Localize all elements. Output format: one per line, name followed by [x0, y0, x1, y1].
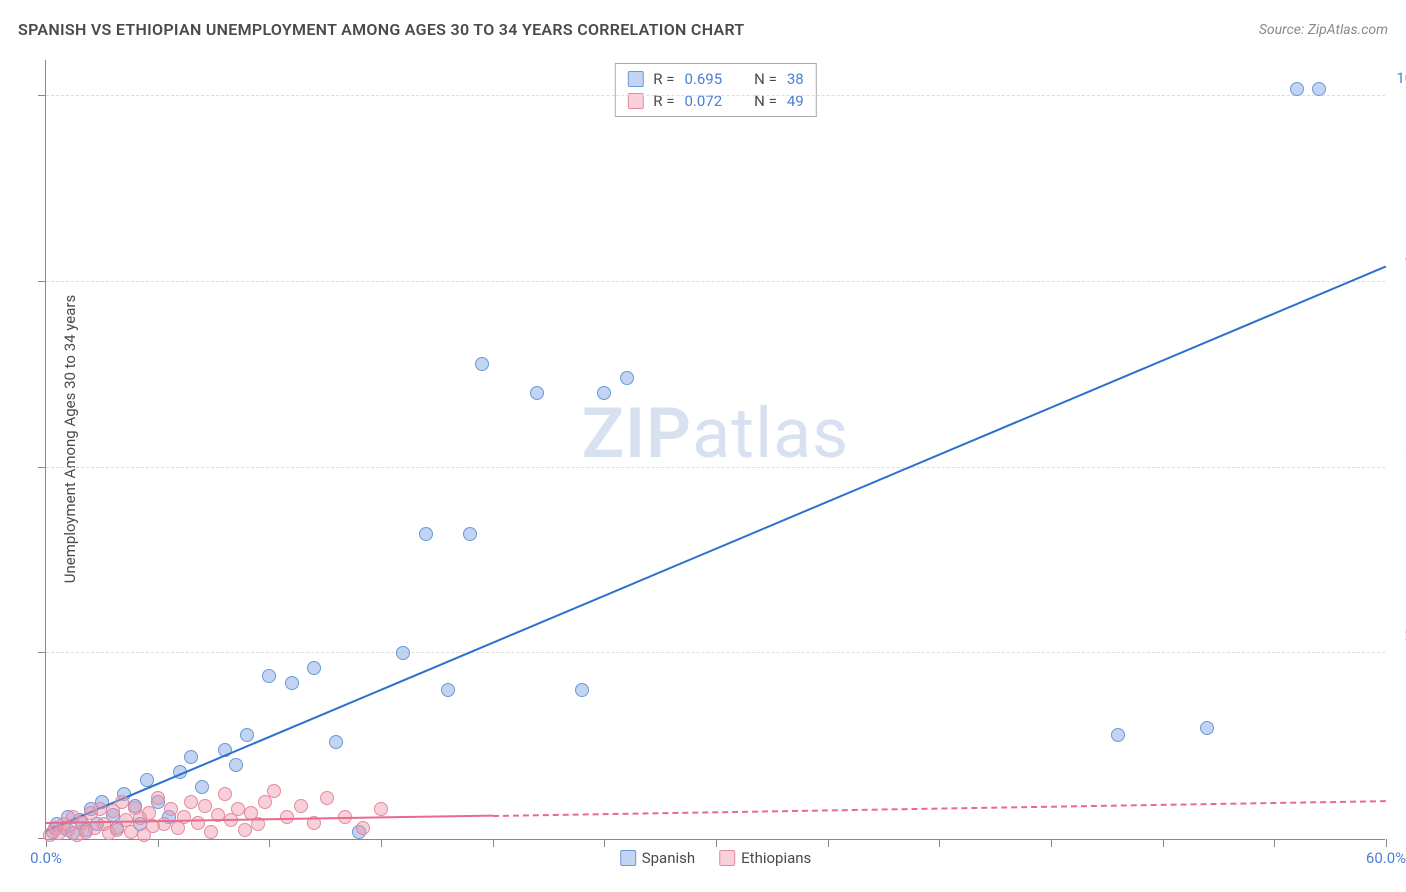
data-point-spanish	[597, 386, 611, 400]
gridline	[46, 95, 1385, 96]
trend-line	[493, 800, 1386, 817]
y-tick	[38, 281, 46, 282]
data-point-spanish	[530, 386, 544, 400]
data-point-ethiopians	[198, 799, 212, 813]
series-legend: Spanish Ethiopians	[620, 849, 812, 867]
x-tick-label: 60.0%	[1366, 849, 1406, 867]
data-point-ethiopians	[231, 802, 245, 816]
y-tick	[38, 95, 46, 96]
data-point-ethiopians	[115, 795, 129, 809]
data-point-spanish	[620, 371, 634, 385]
x-tick	[1051, 839, 1052, 847]
x-tick	[1274, 839, 1275, 847]
data-point-ethiopians	[356, 821, 370, 835]
x-tick	[716, 839, 717, 847]
x-tick-label: 0.0%	[30, 849, 62, 867]
data-point-spanish	[441, 683, 455, 697]
data-point-ethiopians	[191, 816, 205, 830]
data-point-spanish	[229, 758, 243, 772]
legend-swatch	[620, 850, 636, 866]
legend-label: Spanish	[642, 849, 695, 867]
data-point-ethiopians	[320, 791, 334, 805]
x-tick	[1386, 839, 1387, 847]
legend-label: Ethiopians	[741, 849, 811, 867]
data-point-ethiopians	[151, 791, 165, 805]
x-tick	[158, 839, 159, 847]
y-tick	[38, 467, 46, 468]
data-point-ethiopians	[280, 810, 294, 824]
legend-item-ethiopians: Ethiopians	[719, 849, 811, 867]
data-point-spanish	[285, 676, 299, 690]
data-point-ethiopians	[267, 784, 281, 798]
data-point-spanish	[329, 735, 343, 749]
data-point-spanish	[1111, 728, 1125, 742]
data-point-ethiopians	[184, 795, 198, 809]
data-point-spanish	[463, 527, 477, 541]
x-tick	[381, 839, 382, 847]
x-tick	[828, 839, 829, 847]
data-point-spanish	[419, 527, 433, 541]
legend-swatch	[627, 71, 643, 87]
legend-item-spanish: Spanish	[620, 849, 695, 867]
correlation-legend: R = 0.695 N = 38 R = 0.072N = 49	[614, 63, 816, 117]
chart-title: SPANISH VS ETHIOPIAN UNEMPLOYMENT AMONG …	[18, 20, 745, 39]
legend-swatch	[719, 850, 735, 866]
trend-line	[46, 265, 1387, 831]
data-point-spanish	[1290, 82, 1304, 96]
data-point-spanish	[240, 728, 254, 742]
y-tick-label: 100.0%	[1396, 69, 1406, 87]
data-point-ethiopians	[204, 825, 218, 839]
y-tick	[38, 652, 46, 653]
legend-row-ethiopians: R = 0.072N = 49	[627, 90, 803, 112]
data-point-spanish	[1312, 82, 1326, 96]
source-label: Source: ZipAtlas.com	[1259, 22, 1388, 38]
data-point-ethiopians	[218, 787, 232, 801]
data-point-spanish	[307, 661, 321, 675]
x-tick	[939, 839, 940, 847]
gridline	[46, 652, 1385, 653]
watermark: ZIPatlas	[582, 393, 850, 475]
data-point-spanish	[195, 780, 209, 794]
data-point-ethiopians	[124, 825, 138, 839]
data-point-ethiopians	[374, 802, 388, 816]
data-point-ethiopians	[238, 823, 252, 837]
data-point-spanish	[184, 750, 198, 764]
legend-row-spanish: R = 0.695 N = 38	[627, 68, 803, 90]
gridline	[46, 281, 1385, 282]
x-tick	[269, 839, 270, 847]
x-tick	[1163, 839, 1164, 847]
legend-r-value: 0.695	[684, 70, 722, 88]
gridline	[46, 467, 1385, 468]
legend-r-label: R =	[653, 70, 674, 88]
x-tick	[604, 839, 605, 847]
data-point-spanish	[396, 646, 410, 660]
data-point-spanish	[1200, 721, 1214, 735]
data-point-spanish	[262, 669, 276, 683]
data-point-ethiopians	[164, 802, 178, 816]
data-point-spanish	[475, 357, 489, 371]
data-point-ethiopians	[93, 802, 107, 816]
x-tick	[493, 839, 494, 847]
data-point-spanish	[575, 683, 589, 697]
legend-n-value: 38	[787, 70, 804, 88]
data-point-ethiopians	[294, 799, 308, 813]
legend-n-label: N =	[754, 70, 777, 88]
plot-area: ZIPatlas R = 0.695N = 38R = 0.072N = 49 …	[45, 60, 1385, 840]
